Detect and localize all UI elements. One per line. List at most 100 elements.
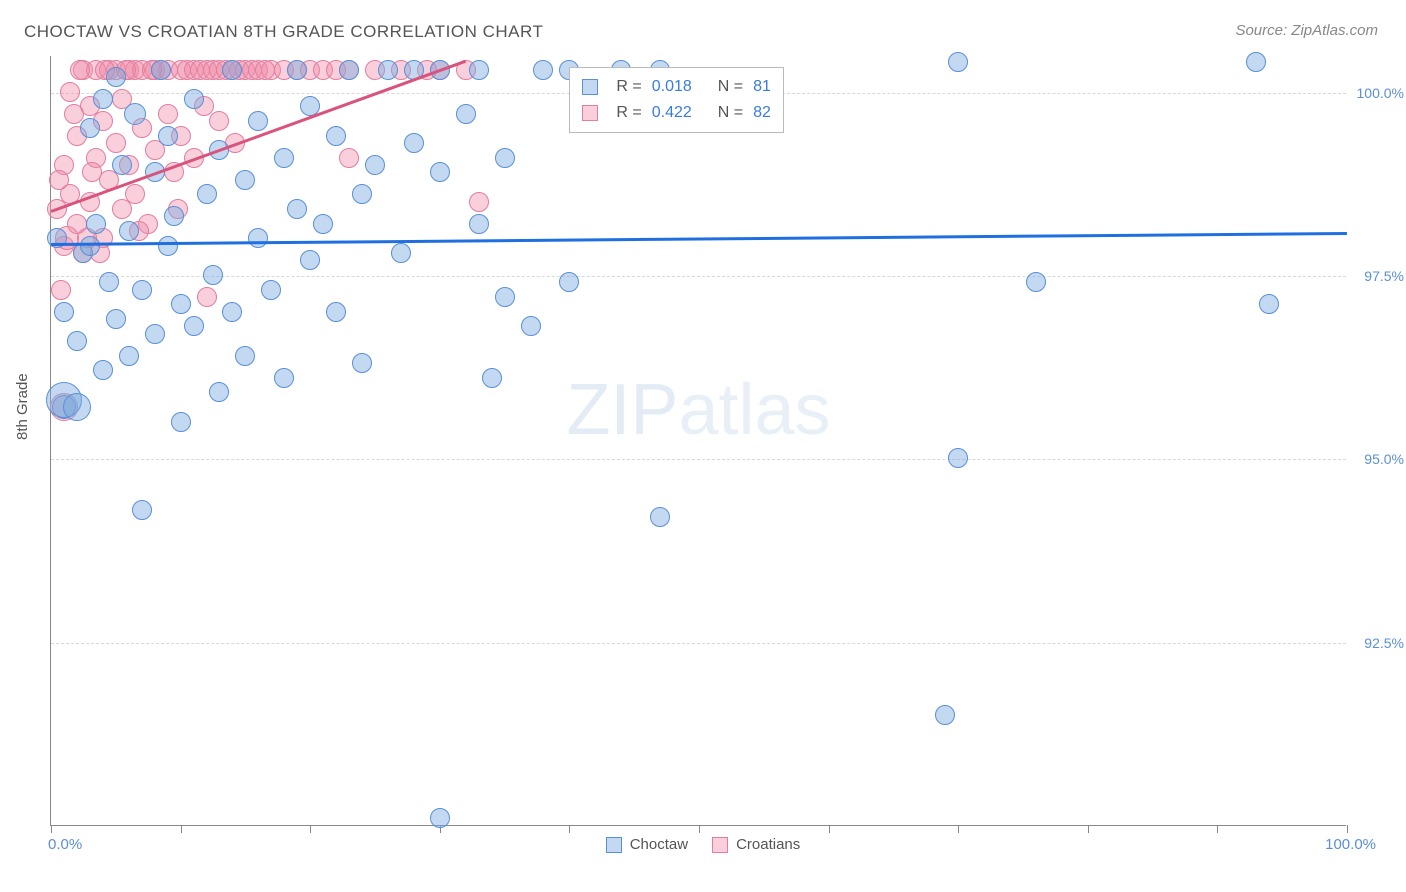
point-choctaw — [935, 705, 955, 725]
x-tick — [181, 825, 182, 833]
y-axis-label: 8th Grade — [14, 373, 31, 440]
point-choctaw — [80, 118, 100, 138]
point-croatians — [197, 287, 217, 307]
x-tick — [1347, 825, 1348, 833]
point-choctaw — [469, 60, 489, 80]
point-choctaw — [209, 382, 229, 402]
point-choctaw — [124, 103, 146, 125]
point-choctaw — [67, 331, 87, 351]
x-tick — [1088, 825, 1089, 833]
point-choctaw — [184, 89, 204, 109]
point-choctaw — [261, 280, 281, 300]
point-choctaw — [365, 155, 385, 175]
source-label: Source: ZipAtlas.com — [1235, 22, 1378, 39]
point-choctaw — [54, 302, 74, 322]
point-choctaw — [287, 199, 307, 219]
legend-swatch — [606, 837, 622, 853]
watermark-light: atlas — [678, 370, 830, 450]
x-tick — [569, 825, 570, 833]
legend-item: Croatians — [712, 836, 800, 853]
point-choctaw — [352, 353, 372, 373]
point-choctaw — [106, 309, 126, 329]
trendline — [51, 232, 1347, 246]
point-croatians — [339, 148, 359, 168]
y-tick-label: 97.5% — [1352, 268, 1404, 284]
point-choctaw — [145, 324, 165, 344]
y-tick-label: 95.0% — [1352, 451, 1404, 467]
point-choctaw — [119, 221, 139, 241]
point-choctaw — [326, 302, 346, 322]
point-choctaw — [482, 368, 502, 388]
point-choctaw — [948, 52, 968, 72]
x-tick — [310, 825, 311, 833]
point-choctaw — [300, 250, 320, 270]
point-choctaw — [184, 316, 204, 336]
x-tick — [958, 825, 959, 833]
y-tick-label: 92.5% — [1352, 635, 1404, 651]
point-choctaw — [99, 272, 119, 292]
point-choctaw — [495, 148, 515, 168]
stats-legend-row: R =0.018N =81 — [582, 74, 771, 100]
point-croatians — [51, 280, 71, 300]
point-croatians — [70, 60, 90, 80]
point-choctaw — [430, 808, 450, 828]
point-choctaw — [248, 111, 268, 131]
point-choctaw — [235, 170, 255, 190]
point-croatians — [64, 104, 84, 124]
point-croatians — [60, 82, 80, 102]
point-choctaw — [313, 214, 333, 234]
bottom-legend: Choctaw Croatians — [0, 836, 1406, 857]
legend-swatch — [582, 79, 598, 95]
point-choctaw — [650, 507, 670, 527]
point-choctaw — [430, 162, 450, 182]
x-tick — [829, 825, 830, 833]
x-tick — [699, 825, 700, 833]
x-tick — [1217, 825, 1218, 833]
watermark-bold: ZIP — [566, 370, 678, 450]
point-choctaw — [63, 393, 91, 421]
point-choctaw — [378, 60, 398, 80]
point-choctaw — [469, 214, 489, 234]
legend-label: Croatians — [736, 836, 800, 853]
point-choctaw — [151, 60, 171, 80]
point-choctaw — [352, 184, 372, 204]
point-choctaw — [93, 360, 113, 380]
point-choctaw — [1246, 52, 1266, 72]
point-choctaw — [93, 89, 113, 109]
point-choctaw — [171, 412, 191, 432]
point-choctaw — [132, 280, 152, 300]
y-tick-label: 100.0% — [1352, 85, 1404, 101]
point-choctaw — [86, 214, 106, 234]
point-choctaw — [106, 67, 126, 87]
point-choctaw — [222, 60, 242, 80]
stats-legend-row: R =0.422N =82 — [582, 100, 771, 126]
point-choctaw — [456, 104, 476, 124]
gridline — [51, 643, 1346, 644]
x-tick — [51, 825, 52, 833]
point-choctaw — [948, 448, 968, 468]
point-croatians — [469, 192, 489, 212]
point-croatians — [209, 111, 229, 131]
point-croatians — [82, 162, 102, 182]
gridline — [51, 459, 1346, 460]
point-choctaw — [559, 272, 579, 292]
legend-swatch — [712, 837, 728, 853]
legend-label: Choctaw — [630, 836, 688, 853]
point-choctaw — [112, 155, 132, 175]
point-choctaw — [391, 243, 411, 263]
point-croatians — [125, 184, 145, 204]
point-choctaw — [339, 60, 359, 80]
point-choctaw — [533, 60, 553, 80]
point-choctaw — [132, 500, 152, 520]
point-choctaw — [119, 346, 139, 366]
point-choctaw — [197, 184, 217, 204]
point-choctaw — [203, 265, 223, 285]
point-choctaw — [158, 236, 178, 256]
point-choctaw — [274, 148, 294, 168]
stats-legend: R =0.018N =81R =0.422N =82 — [569, 67, 784, 133]
point-choctaw — [248, 228, 268, 248]
point-choctaw — [1026, 272, 1046, 292]
watermark: ZIPatlas — [566, 369, 830, 451]
point-choctaw — [404, 133, 424, 153]
gridline — [51, 276, 1346, 277]
